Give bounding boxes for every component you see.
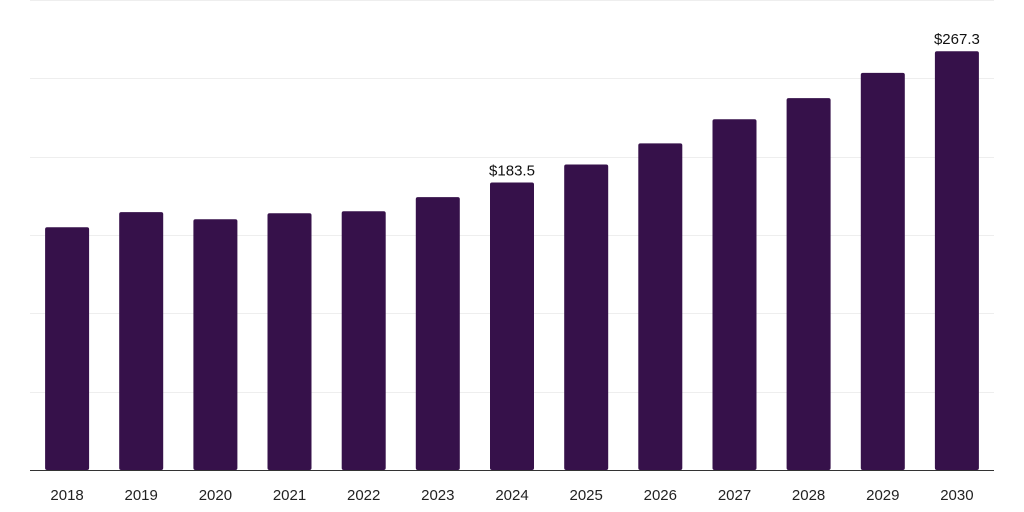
x-tick-label-2022: 2022 [347,487,380,504]
x-tick-label-2029: 2029 [866,487,899,504]
bar-2023 [415,197,460,470]
data-label-2024: $183.5 [489,163,535,180]
bar-2019 [119,212,164,470]
x-axis-ticks: 2018 2019 2020 2021 2022 2023 2024 2025 2026 2027… [50,487,973,504]
x-tick-label-2024: 2024 [495,487,528,504]
x-tick-label-2027: 2027 [718,487,751,504]
bar-2025 [564,164,609,470]
x-tick-label-2030: 2030 [940,487,973,504]
data-label-2030: $267.3 [934,31,980,48]
bar-2027 [712,119,757,470]
bar-2030 [934,51,979,470]
x-tick-label-2028: 2028 [792,487,825,504]
x-tick-label-2019: 2019 [125,487,158,504]
x-tick-label-2025: 2025 [570,487,603,504]
x-tick-label-2021: 2021 [273,487,306,504]
bar-2020 [193,219,238,470]
bar-2026 [638,143,683,470]
bar-2022 [341,211,386,470]
bar-2024 [490,182,534,470]
bar-2021 [267,213,312,470]
x-tick-label-2026: 2026 [644,487,677,504]
bar-2028 [786,98,831,470]
bar-2029 [860,72,905,471]
x-tick-label-2020: 2020 [199,487,232,504]
labels-layer: $183.5 $267.3 [489,31,980,179]
bar-2018 [45,227,90,470]
bars-layer [45,51,979,471]
x-tick-label-2018: 2018 [50,487,83,504]
x-tick-label-2023: 2023 [421,487,454,504]
